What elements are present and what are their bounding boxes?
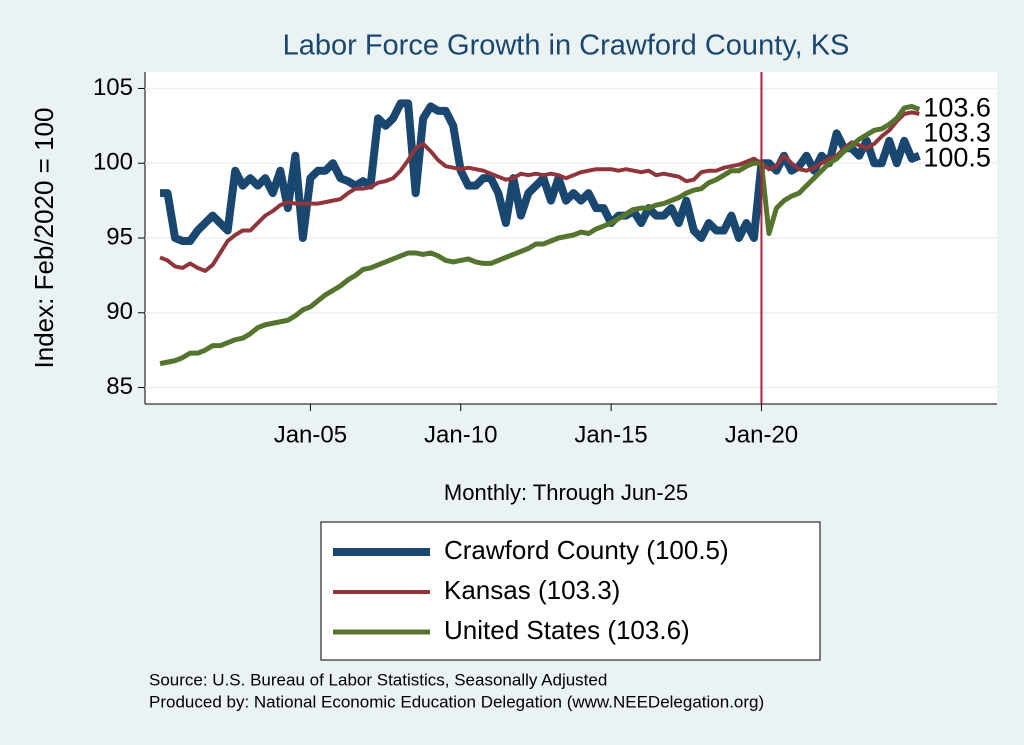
end-label: 100.5 bbox=[923, 143, 991, 173]
legend-label: Crawford County (100.5) bbox=[444, 535, 729, 565]
y-tick-label: 100 bbox=[93, 149, 133, 176]
source-note: Source: U.S. Bureau of Labor Statistics,… bbox=[149, 670, 607, 689]
end-label: 103.3 bbox=[923, 118, 991, 148]
y-tick-label: 90 bbox=[106, 298, 133, 325]
series-line bbox=[159, 110, 920, 273]
x-tick-label: Jan-10 bbox=[424, 421, 497, 448]
legend-label: Kansas (103.3) bbox=[444, 575, 620, 605]
y-tick-label: 105 bbox=[93, 74, 133, 101]
legend-label: United States (103.6) bbox=[444, 615, 690, 645]
y-axis-label: Index: Feb/2020 = 100 bbox=[29, 108, 59, 369]
x-tick-label: Jan-15 bbox=[574, 421, 647, 448]
chart-title: Labor Force Growth in Crawford County, K… bbox=[283, 30, 850, 62]
y-tick-label: 95 bbox=[106, 223, 133, 250]
end-label: 103.6 bbox=[923, 93, 991, 123]
credit-note: Produced by: National Economic Education… bbox=[149, 692, 764, 711]
x-tick-label: Jan-05 bbox=[274, 421, 347, 448]
y-tick-label: 85 bbox=[106, 373, 133, 400]
series-line bbox=[159, 103, 921, 367]
x-axis-label: Monthly: Through Jun-25 bbox=[444, 480, 688, 505]
x-tick-label: Jan-20 bbox=[725, 421, 798, 448]
